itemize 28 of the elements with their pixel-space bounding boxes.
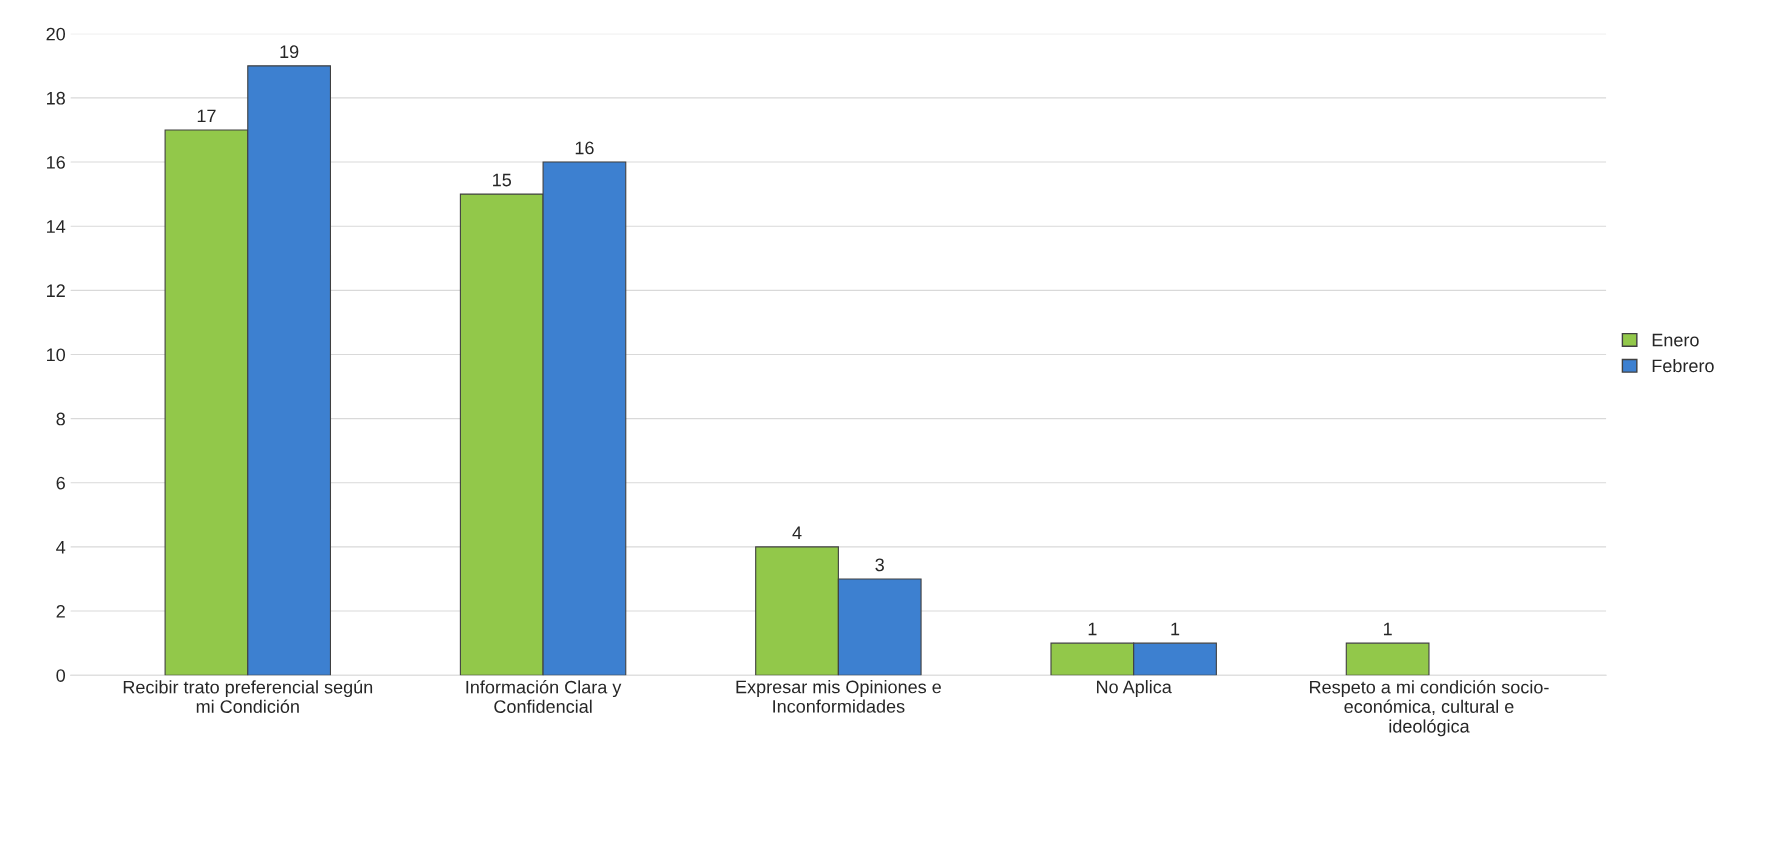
data-label: 15 (493, 173, 512, 187)
data-label: 1 (1171, 622, 1180, 636)
y-tick-label: 12 (47, 284, 65, 297)
data-label: 1 (1088, 622, 1097, 636)
y-tick-label: 2 (56, 604, 65, 618)
legend-label: Enero (1652, 333, 1699, 347)
y-tick-label: 20 (46, 27, 66, 41)
data-label: 16 (575, 141, 594, 155)
x-tick-label: Información Clara y Confidencial (466, 680, 622, 713)
data-label: 19 (280, 45, 299, 59)
data-label: 17 (197, 109, 216, 123)
data-label: 4 (792, 526, 802, 539)
y-tick-label: 6 (56, 476, 65, 490)
y-tick-label: 4 (56, 541, 66, 554)
x-tick-label: No Aplica (1097, 680, 1172, 697)
x-tick-label: Respeto a mi condición socio- económica, cultural e ideológica (1310, 680, 1549, 737)
y-tick-label: 18 (47, 91, 65, 105)
y-tick-label: 16 (47, 155, 65, 169)
y-tick-label: 14 (47, 220, 66, 233)
x-tick-label: Recibir trato preferencial según mi Condición (123, 680, 373, 713)
bar (1345, 642, 1430, 676)
y-tick-label: 10 (47, 348, 66, 362)
x-tick-label: Expresar mis Opiniones e Inconformidades (736, 680, 941, 713)
data-label: 3 (875, 558, 884, 572)
data-label: 1 (1383, 622, 1392, 636)
y-tick-label: 0 (56, 669, 66, 682)
y-tick-label: 8 (56, 412, 65, 426)
legend-label: Febrero (1652, 358, 1714, 373)
